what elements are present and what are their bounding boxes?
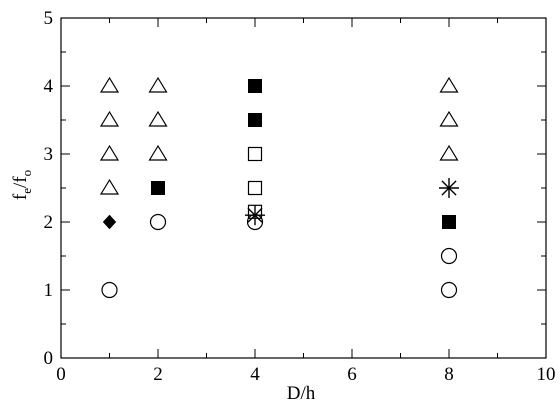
asterisk-marker	[439, 178, 459, 198]
y-tick-label: 4	[44, 76, 54, 97]
open-square-marker	[247, 146, 263, 162]
open-square-marker	[247, 180, 263, 196]
open-triangle-marker	[439, 144, 459, 161]
y-label-f: f	[10, 193, 31, 200]
filled-square-marker	[248, 79, 262, 93]
open-circle-marker	[101, 281, 118, 299]
x-tick-label: 8	[444, 364, 454, 385]
filled-square-marker	[248, 113, 262, 127]
open-triangle-marker	[439, 110, 459, 127]
y-label-slash-f: /f	[10, 176, 31, 188]
y-tick-label: 5	[44, 8, 54, 29]
y-tick-label: 2	[44, 212, 54, 233]
open-triangle-marker	[148, 76, 168, 93]
asterisk-stroke	[441, 180, 457, 196]
data-points	[99, 76, 459, 299]
plot-frame	[60, 17, 547, 359]
filled-square-marker	[442, 215, 456, 229]
x-tick-label: 10	[537, 364, 556, 385]
x-tick-label: 4	[250, 364, 260, 385]
open-triangle-marker	[148, 144, 168, 161]
y-tick-label: 1	[44, 280, 54, 301]
filled-square-marker	[151, 181, 165, 195]
open-circle-marker	[440, 247, 458, 265]
open-triangle-marker	[439, 76, 459, 93]
open-circle-marker	[149, 213, 167, 231]
y-axis-label: fe/fo	[10, 170, 34, 200]
open-triangle-marker	[99, 144, 120, 161]
asterisk-marker	[245, 205, 265, 226]
y-label-sub-o: o	[19, 170, 34, 177]
open-triangle-marker	[148, 110, 168, 127]
y-label-sub-e: e	[19, 188, 34, 194]
axes: 0 2 4 6 8 10 0 1 2 3 4 5	[44, 8, 556, 385]
x-axis-label: D/h	[287, 383, 316, 404]
open-triangle-marker	[99, 110, 120, 127]
open-triangle-marker	[99, 76, 120, 93]
open-circle-marker	[440, 281, 458, 299]
x-tick-label: 2	[153, 364, 163, 385]
y-tick-label: 3	[44, 144, 54, 165]
x-tick-label: 6	[347, 364, 357, 385]
x-tick-label: 0	[56, 364, 66, 385]
asterisk-stroke	[247, 207, 263, 223]
y-tick-label: 0	[44, 348, 54, 369]
filled-diamond-marker	[102, 214, 117, 230]
open-triangle-marker	[99, 178, 120, 195]
